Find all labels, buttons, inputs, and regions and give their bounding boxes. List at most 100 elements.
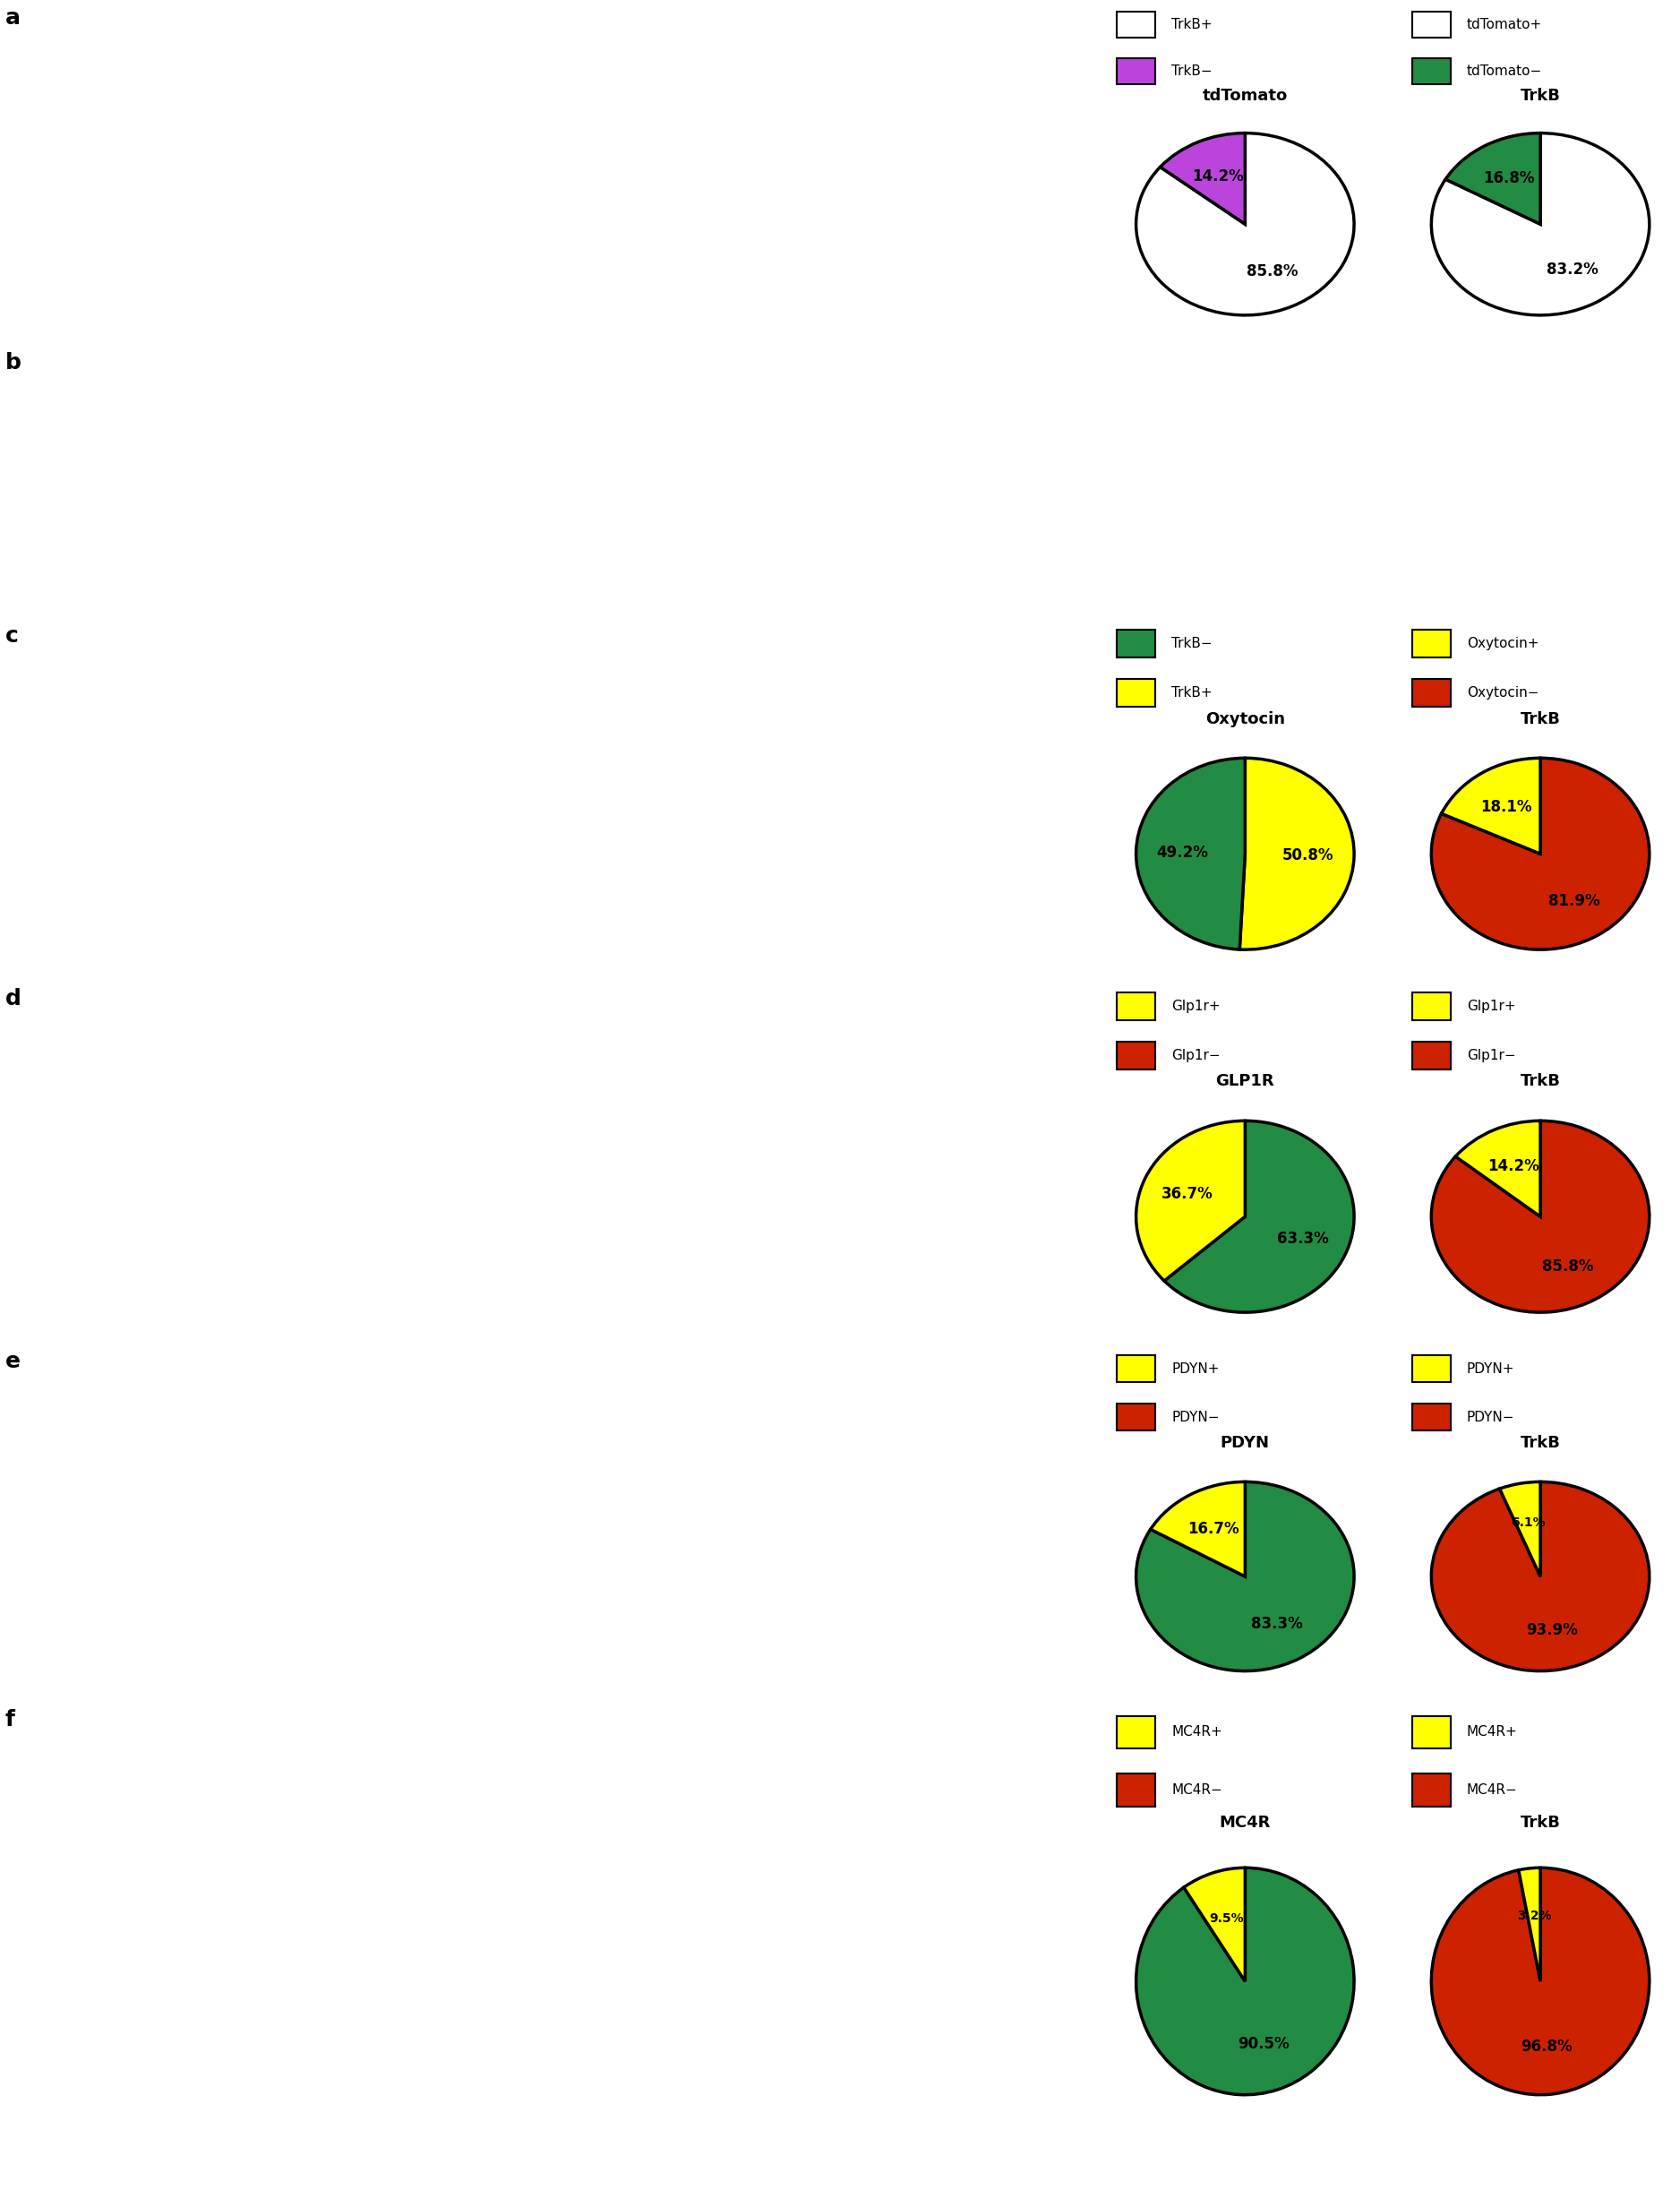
Text: MC4R+: MC4R+ bbox=[1171, 1726, 1223, 1739]
Bar bbox=[1117, 11, 1156, 38]
Wedge shape bbox=[1164, 1121, 1354, 1313]
Text: 63.3%: 63.3% bbox=[1277, 1232, 1329, 1247]
Text: Oxytocin: Oxytocin bbox=[1205, 711, 1285, 726]
Text: 3.2%: 3.2% bbox=[1517, 1909, 1551, 1922]
Text: 90.5%: 90.5% bbox=[1238, 2037, 1290, 2053]
Wedge shape bbox=[1431, 132, 1650, 316]
Wedge shape bbox=[1161, 132, 1245, 225]
Text: 16.7%: 16.7% bbox=[1188, 1521, 1240, 1536]
Text: GLP1R: GLP1R bbox=[1216, 1073, 1275, 1090]
Text: 93.9%: 93.9% bbox=[1527, 1622, 1578, 1638]
Bar bbox=[1413, 1355, 1450, 1382]
Text: d: d bbox=[5, 989, 22, 1009]
Text: tdTomato+: tdTomato+ bbox=[1467, 18, 1542, 31]
Wedge shape bbox=[1151, 1481, 1245, 1576]
Text: c: c bbox=[5, 625, 18, 647]
Text: TrkB−: TrkB− bbox=[1171, 638, 1213, 651]
Bar bbox=[1117, 1715, 1156, 1748]
Text: tdTomato−: tdTomato− bbox=[1467, 64, 1542, 77]
Text: 49.2%: 49.2% bbox=[1156, 845, 1208, 861]
Wedge shape bbox=[1240, 757, 1354, 949]
Bar bbox=[1117, 1404, 1156, 1430]
Text: PDYN: PDYN bbox=[1220, 1435, 1270, 1450]
Text: 83.2%: 83.2% bbox=[1546, 263, 1598, 278]
Text: tdTomato: tdTomato bbox=[119, 949, 166, 960]
Text: 85.8%: 85.8% bbox=[1247, 263, 1299, 280]
Text: Oxytocin+: Oxytocin+ bbox=[1467, 638, 1539, 651]
Text: TrkB−: TrkB− bbox=[1171, 64, 1213, 77]
Text: MC4R+: MC4R+ bbox=[1467, 1726, 1517, 1739]
Wedge shape bbox=[1136, 1481, 1354, 1671]
Wedge shape bbox=[1136, 1867, 1354, 2094]
Text: Glp1r−: Glp1r− bbox=[1467, 1048, 1515, 1062]
Wedge shape bbox=[1441, 757, 1541, 854]
Text: TrkB: TrkB bbox=[1520, 1814, 1561, 1832]
Bar bbox=[1413, 57, 1450, 84]
Text: Ntrk2 mRNA: Ntrk2 mRNA bbox=[475, 316, 538, 324]
Wedge shape bbox=[1431, 1867, 1650, 2094]
Text: 81.9%: 81.9% bbox=[1549, 892, 1601, 909]
Text: 36.7%: 36.7% bbox=[1161, 1185, 1213, 1203]
Bar bbox=[1413, 1042, 1450, 1068]
Text: 6.1%: 6.1% bbox=[1510, 1516, 1546, 1529]
Wedge shape bbox=[1136, 1121, 1245, 1280]
Text: PDYN−: PDYN− bbox=[1171, 1410, 1220, 1424]
Wedge shape bbox=[1184, 1867, 1245, 1982]
Text: -0.70mm: -0.70mm bbox=[170, 594, 215, 603]
Bar bbox=[1117, 1355, 1156, 1382]
Text: PDYN: PDYN bbox=[492, 1671, 519, 1680]
Text: 50.8%: 50.8% bbox=[1282, 847, 1334, 863]
Text: PDYN+: PDYN+ bbox=[1467, 1362, 1515, 1375]
Text: TrkB: TrkB bbox=[1520, 88, 1561, 104]
Bar bbox=[1117, 993, 1156, 1020]
Wedge shape bbox=[1431, 757, 1650, 949]
Bar bbox=[1413, 993, 1450, 1020]
Text: Ntrk2 mRNA: Ntrk2 mRNA bbox=[113, 1313, 175, 1322]
Text: TrkB: TrkB bbox=[1520, 711, 1561, 726]
Text: 14.2%: 14.2% bbox=[1191, 168, 1243, 185]
Wedge shape bbox=[1455, 1121, 1541, 1216]
Text: 16.8%: 16.8% bbox=[1483, 170, 1534, 188]
Bar bbox=[1117, 1042, 1156, 1068]
Bar bbox=[1413, 11, 1450, 38]
Text: TrkB: TrkB bbox=[1520, 1435, 1561, 1450]
Text: 9.5%: 9.5% bbox=[1210, 1911, 1243, 1925]
Bar bbox=[1117, 57, 1156, 84]
Text: PDYN+: PDYN+ bbox=[1171, 1362, 1220, 1375]
Bar bbox=[1413, 1774, 1450, 1805]
Text: 96.8%: 96.8% bbox=[1520, 2039, 1572, 2055]
Text: tdTomato: tdTomato bbox=[119, 1671, 166, 1680]
Text: MC4R−: MC4R− bbox=[1171, 1783, 1223, 1796]
Wedge shape bbox=[1519, 1867, 1541, 1982]
Text: f: f bbox=[5, 1708, 15, 1730]
Text: -0.94mm: -0.94mm bbox=[539, 594, 585, 603]
Text: b: b bbox=[5, 351, 22, 373]
Text: Glp1r−: Glp1r− bbox=[1171, 1048, 1220, 1062]
Bar bbox=[1413, 680, 1450, 706]
Bar bbox=[1117, 1774, 1156, 1805]
Text: 14.2%: 14.2% bbox=[1487, 1159, 1539, 1174]
Text: 85.8%: 85.8% bbox=[1542, 1258, 1593, 1276]
Text: TrkB+: TrkB+ bbox=[1171, 18, 1213, 31]
Text: TrkB+: TrkB+ bbox=[1171, 686, 1213, 700]
Text: MC4R: MC4R bbox=[492, 2097, 521, 2105]
Text: Oxytocin: Oxytocin bbox=[484, 949, 528, 960]
Text: Glp1r+: Glp1r+ bbox=[1171, 1000, 1220, 1013]
Bar bbox=[1413, 629, 1450, 658]
Wedge shape bbox=[1500, 1481, 1541, 1576]
Text: tdTomato mRNA: tdTomato mRNA bbox=[102, 316, 183, 324]
Text: MC4R−: MC4R− bbox=[1467, 1783, 1517, 1796]
Wedge shape bbox=[1431, 1121, 1650, 1313]
Bar bbox=[1117, 629, 1156, 658]
Wedge shape bbox=[1136, 132, 1354, 316]
Text: tdTomato: tdTomato bbox=[119, 2097, 166, 2105]
Text: Glp1r mRNA: Glp1r mRNA bbox=[475, 1313, 538, 1322]
Text: -1.06mm: -1.06mm bbox=[907, 594, 953, 603]
Bar bbox=[1117, 680, 1156, 706]
Text: TrkB: TrkB bbox=[1520, 1073, 1561, 1090]
Text: PDYN−: PDYN− bbox=[1467, 1410, 1515, 1424]
Text: Glp1r+: Glp1r+ bbox=[1467, 1000, 1515, 1013]
Wedge shape bbox=[1445, 132, 1541, 225]
Wedge shape bbox=[1136, 757, 1245, 949]
Text: e: e bbox=[5, 1351, 20, 1373]
